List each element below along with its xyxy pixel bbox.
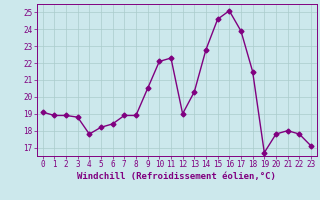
X-axis label: Windchill (Refroidissement éolien,°C): Windchill (Refroidissement éolien,°C)	[77, 172, 276, 181]
